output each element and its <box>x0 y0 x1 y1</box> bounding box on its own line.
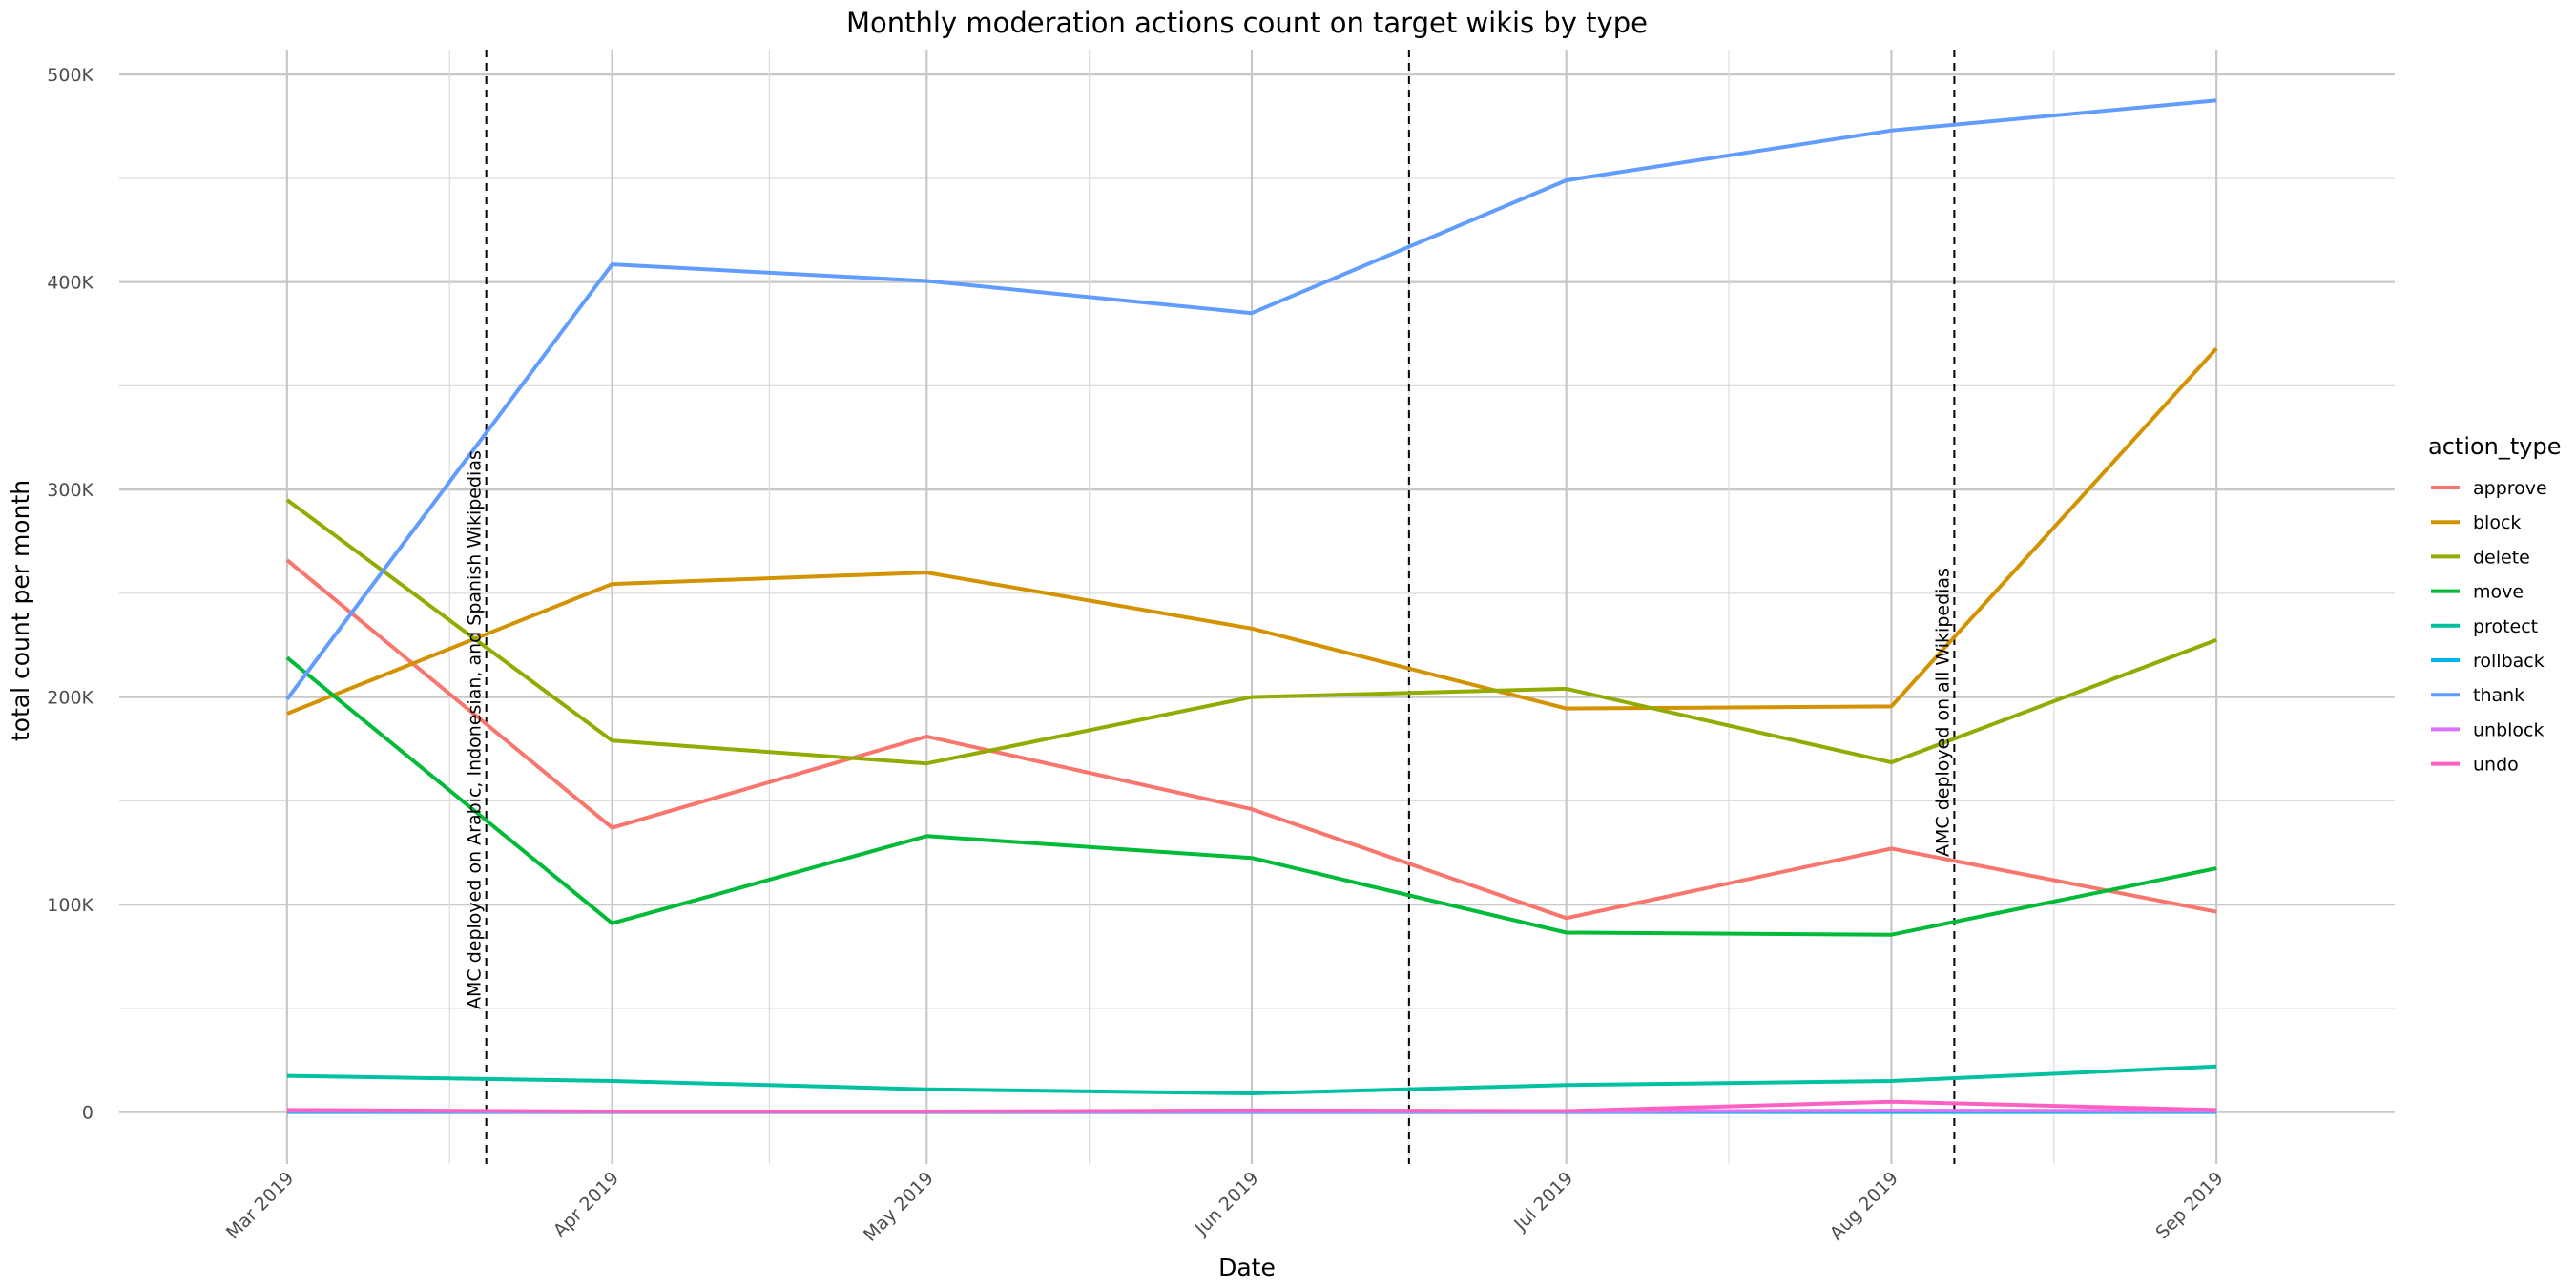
y-tick-label: 0 <box>82 1103 93 1124</box>
series-line-protect <box>286 1064 2217 1095</box>
y-tick-label: 300K <box>47 480 93 501</box>
y-tick-label: 500K <box>47 65 93 86</box>
x-axis-ticks: Mar 2019 Apr 2019 May 2019 Jun 2019 Jul 2019… <box>222 1168 2228 1246</box>
annotations: AMC deployed on Arabic, Indonesian, and … <box>465 450 1954 1009</box>
legend-label-block: block <box>2473 512 2521 533</box>
series-lines <box>285 98 2218 1114</box>
x-tick-label: May 2019 <box>860 1168 938 1246</box>
legend: action_type approve block delete move protec… <box>2428 433 2562 776</box>
series-line-approve <box>285 558 2217 921</box>
series-line-block <box>286 346 2218 716</box>
series-line-undo <box>286 1099 2217 1113</box>
y-tick-label: 200K <box>47 688 93 709</box>
deployment-markers <box>485 50 1956 1164</box>
y-tick-label: 400K <box>47 273 93 294</box>
legend-label-unblock: unblock <box>2473 719 2545 740</box>
x-tick-label: Jun 2019 <box>1191 1168 1263 1240</box>
chart-title: Monthly moderation actions count on targ… <box>846 7 1648 39</box>
y-axis-ticks: 0 100K 200K 300K 400K 500K <box>47 65 93 1124</box>
x-axis-title: Date <box>1218 1254 1276 1281</box>
x-tick-label: Mar 2019 <box>222 1168 298 1243</box>
legend-label-thank: thank <box>2473 685 2524 706</box>
legend-label-delete: delete <box>2473 547 2530 568</box>
grid <box>119 50 2395 1164</box>
annotation-label: AMC deployed on Arabic, Indonesian, and … <box>465 450 486 1009</box>
x-tick-label: Aug 2019 <box>1826 1168 1902 1244</box>
series-line-delete <box>285 498 2217 766</box>
series-line-move <box>285 655 2217 937</box>
y-axis-title: total count per month <box>7 480 34 741</box>
legend-label-approve: approve <box>2473 478 2547 499</box>
legend-label-undo: undo <box>2473 755 2519 776</box>
annotation-label: AMC deployed on all Wikipedias <box>1932 568 1953 857</box>
legend-label-protect: protect <box>2473 616 2538 637</box>
legend-label-move: move <box>2473 582 2524 603</box>
legend-label-rollback: rollback <box>2473 651 2545 672</box>
x-tick-label: Apr 2019 <box>550 1168 623 1241</box>
x-tick-label: Sep 2019 <box>2151 1168 2227 1243</box>
y-tick-label: 100K <box>47 895 93 916</box>
x-tick-label: Jul 2019 <box>1509 1168 1577 1236</box>
legend-title: action_type <box>2428 433 2562 460</box>
series-line-thank <box>285 98 2217 700</box>
